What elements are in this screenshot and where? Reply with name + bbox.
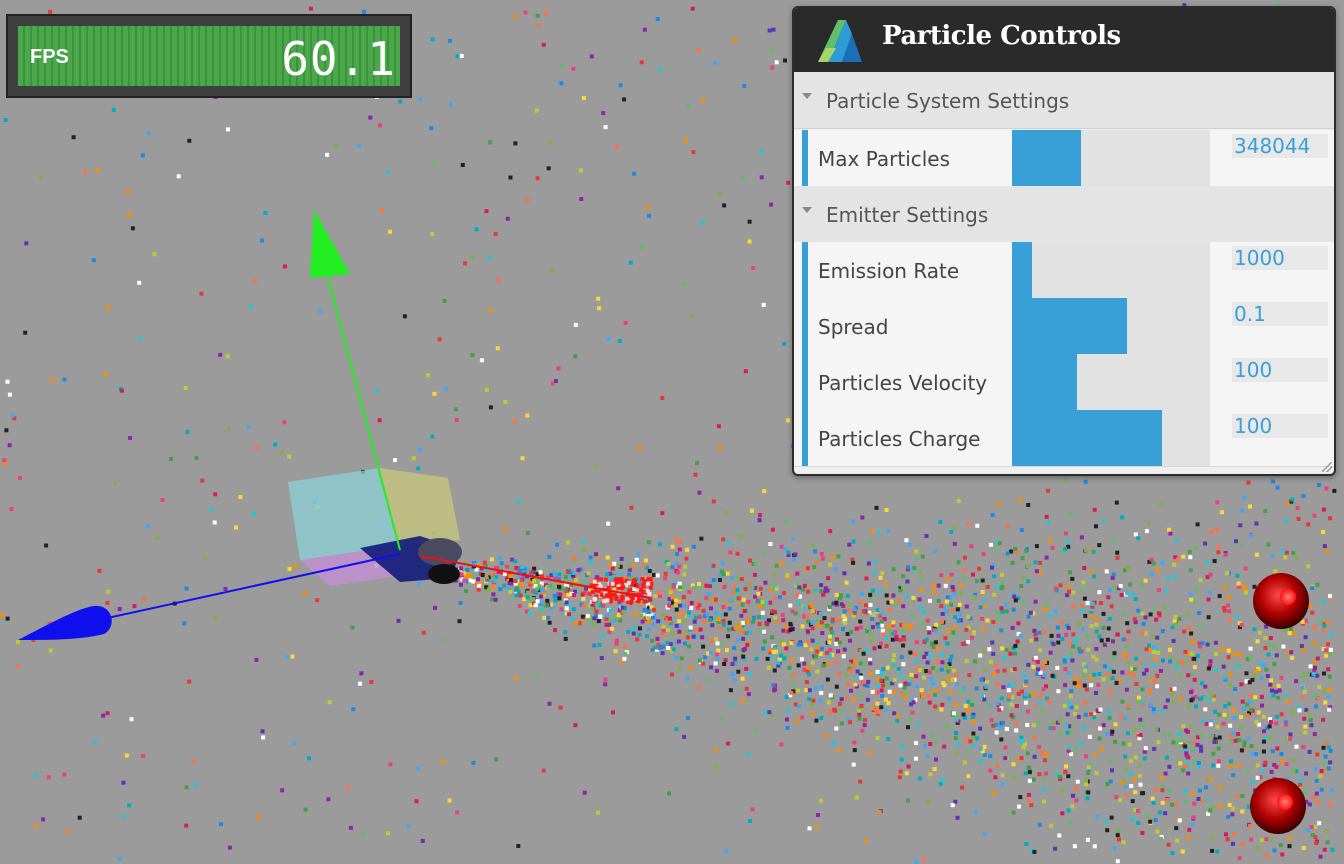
fps-value: 60.1 <box>281 32 396 86</box>
fps-meter: FPS 60.1 <box>6 14 412 98</box>
panel-title: Particle Controls <box>882 21 1121 51</box>
control-particles-charge[interactable]: Particles Charge 100 <box>794 410 1334 467</box>
max-particles-slider[interactable] <box>1012 130 1210 186</box>
control-particles-velocity[interactable]: Particles Velocity 100 <box>794 354 1334 411</box>
control-emission-rate[interactable]: Emission Rate 1000 <box>794 242 1334 299</box>
slider-fill <box>1012 410 1163 466</box>
row-accent <box>802 354 808 410</box>
caret-down-icon <box>802 207 812 213</box>
emitter-gizmo-icon[interactable] <box>288 468 462 586</box>
resize-grip-icon[interactable] <box>1322 462 1332 472</box>
emission-rate-slider[interactable] <box>1012 242 1210 298</box>
autodesk-logo-icon <box>818 20 862 62</box>
particles-velocity-slider[interactable] <box>1012 354 1210 410</box>
particles-velocity-input[interactable]: 100 <box>1232 358 1328 382</box>
slider-fill <box>1012 130 1082 186</box>
particles-charge-slider[interactable] <box>1012 410 1210 466</box>
section-title: Emitter Settings <box>826 203 989 227</box>
slider-fill <box>1012 298 1127 354</box>
max-particles-input[interactable]: 348044 <box>1232 134 1328 158</box>
particle-controls-panel[interactable]: Particle Controls Particle System Settin… <box>792 6 1336 476</box>
particles-charge-input[interactable]: 100 <box>1232 414 1328 438</box>
section-emitter-settings[interactable]: Emitter Settings <box>794 186 1334 243</box>
caret-down-icon <box>802 93 812 99</box>
red-sphere-icon[interactable] <box>1253 573 1309 629</box>
control-label: Emission Rate <box>818 259 960 283</box>
emission-rate-input[interactable]: 1000 <box>1232 246 1328 270</box>
control-spread[interactable]: Spread 0.1 <box>794 298 1334 355</box>
fps-label: FPS <box>30 46 69 68</box>
control-label: Particles Velocity <box>818 371 988 395</box>
control-label: Max Particles <box>818 147 951 171</box>
slider-fill <box>1012 354 1078 410</box>
z-axis-arrow[interactable] <box>18 553 401 640</box>
spread-slider[interactable] <box>1012 298 1210 354</box>
row-accent <box>802 410 808 466</box>
row-accent <box>802 298 808 354</box>
section-title: Particle System Settings <box>826 89 1070 113</box>
slider-fill <box>1012 242 1032 298</box>
control-label: Spread <box>818 315 889 339</box>
spread-input[interactable]: 0.1 <box>1232 302 1328 326</box>
red-sphere-icon[interactable] <box>1250 778 1306 834</box>
fps-bar-graph <box>18 26 400 86</box>
control-label: Particles Charge <box>818 427 981 451</box>
y-axis-arrow[interactable] <box>310 210 401 551</box>
panel-titlebar[interactable]: Particle Controls <box>794 8 1334 72</box>
x-axis-arrow[interactable] <box>419 555 651 599</box>
row-accent <box>802 130 808 186</box>
control-max-particles[interactable]: Max Particles 348044 <box>794 130 1334 187</box>
section-particle-system-settings[interactable]: Particle System Settings <box>794 72 1334 129</box>
row-accent <box>802 242 808 298</box>
